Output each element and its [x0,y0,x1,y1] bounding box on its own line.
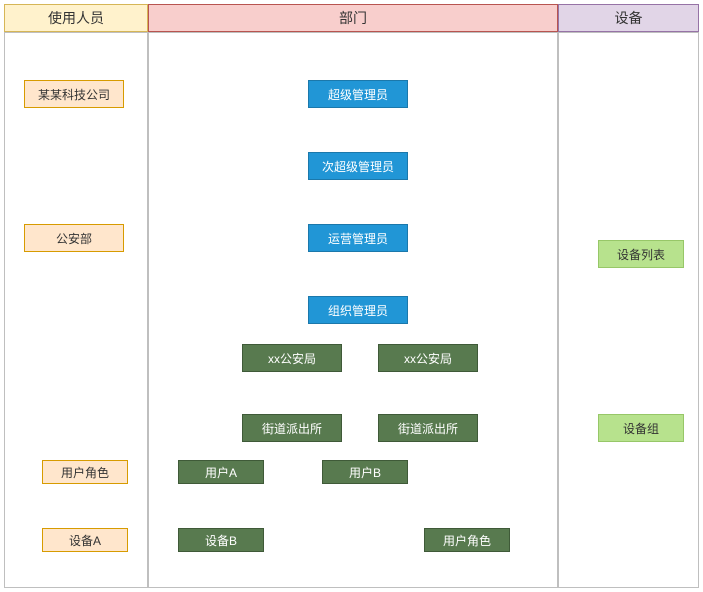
node-label: 超级管理员 [328,86,388,103]
node-userB: 用户B [322,460,408,484]
node-opsadmin: 运营管理员 [308,224,408,252]
node-userrole1: 用户角色 [42,460,128,484]
node-bureau1: xx公安局 [242,344,342,372]
node-devA: 设备A [42,528,128,552]
node-label: 公安部 [56,230,92,247]
node-company: 某某科技公司 [24,80,124,108]
node-label: xx公安局 [268,350,316,367]
swimlane-header-lane-device: 设备 [558,4,699,32]
node-label: 设备列表 [617,246,665,263]
swimlane-label: 部门 [339,8,367,28]
node-superadmin: 超级管理员 [308,80,408,108]
node-userA: 用户A [178,460,264,484]
node-label: 组织管理员 [328,302,388,319]
node-label: 运营管理员 [328,230,388,247]
node-label: 街道派出所 [262,420,322,437]
swimlane-label: 使用人员 [48,8,104,28]
node-bureau2: xx公安局 [378,344,478,372]
node-label: 用户A [205,464,237,481]
node-label: 某某科技公司 [38,86,110,103]
node-label: 设备组 [623,420,659,437]
node-gongan: 公安部 [24,224,124,252]
node-devB: 设备B [178,528,264,552]
swimlane-body-lane-user [4,32,148,588]
swimlane-header-lane-dept: 部门 [148,4,558,32]
node-label: 用户角色 [443,532,491,549]
node-station2: 街道派出所 [378,414,478,442]
node-label: 街道派出所 [398,420,458,437]
node-subsuper: 次超级管理员 [308,152,408,180]
swimlane-body-lane-device [558,32,699,588]
diagram-stage: 使用人员部门设备某某科技公司超级管理员次超级管理员运营管理员公安部组织管理员设备… [0,0,703,592]
node-userrole2: 用户角色 [424,528,510,552]
swimlane-label: 设备 [615,8,643,28]
node-devlist: 设备列表 [598,240,684,268]
node-label: xx公安局 [404,350,452,367]
node-station1: 街道派出所 [242,414,342,442]
node-label: 用户角色 [61,464,109,481]
node-label: 设备B [205,532,237,549]
node-label: 设备A [69,532,101,549]
node-label: 用户B [349,464,381,481]
swimlane-header-lane-user: 使用人员 [4,4,148,32]
node-orgadmin: 组织管理员 [308,296,408,324]
node-devgroup: 设备组 [598,414,684,442]
node-label: 次超级管理员 [322,158,394,175]
